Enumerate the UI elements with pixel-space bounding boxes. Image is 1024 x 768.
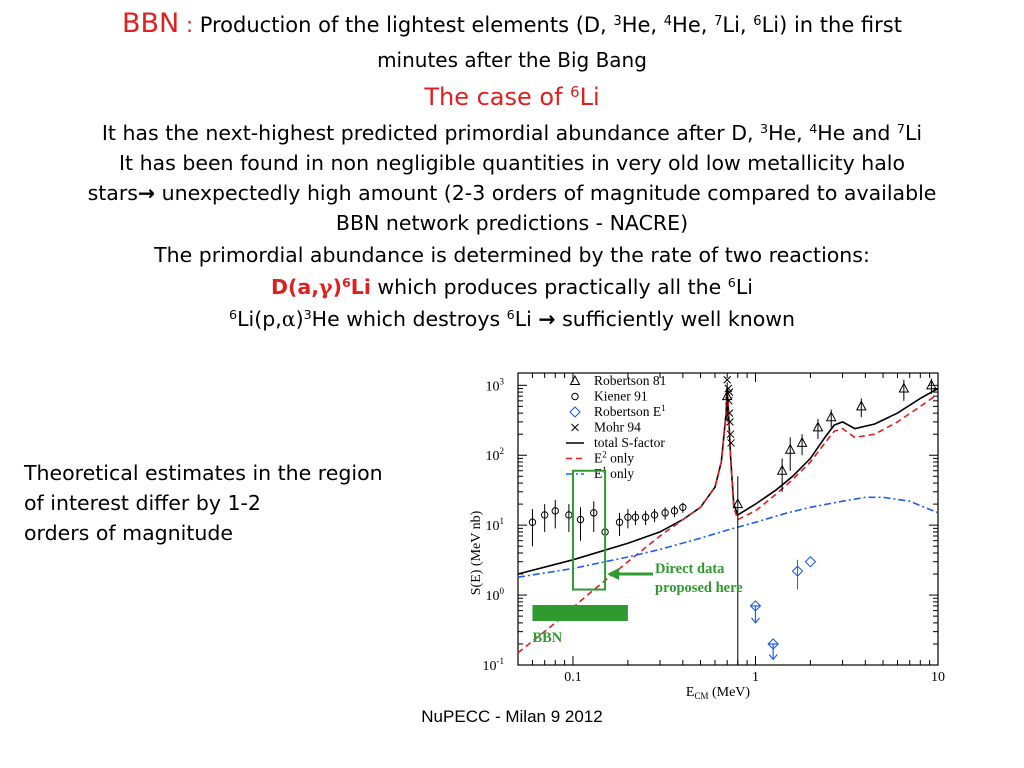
data-point bbox=[576, 515, 585, 524]
x-tick-label: 1 bbox=[752, 670, 759, 685]
footer: NuPECC - Milan 9 2012 bbox=[421, 707, 603, 726]
data-point bbox=[784, 443, 796, 454]
data-point bbox=[796, 436, 808, 447]
y-tick-label: 10-1 bbox=[483, 656, 505, 674]
side-note: Theoretical estimates in the region of i… bbox=[24, 458, 454, 548]
data-point bbox=[723, 375, 732, 384]
data-point bbox=[540, 511, 549, 519]
title-text: Production of the lightest elements (D, … bbox=[199, 13, 902, 37]
green-arrow-head bbox=[607, 568, 620, 581]
data-point bbox=[732, 498, 744, 509]
data-point bbox=[650, 511, 659, 519]
data-point bbox=[624, 513, 632, 521]
upper-limit-arrow bbox=[768, 654, 778, 661]
direct-data-box bbox=[571, 469, 607, 591]
data-point bbox=[569, 374, 581, 385]
body-line-found: It has been found in non negligible quan… bbox=[118, 151, 906, 175]
upper-limit-arrow bbox=[751, 617, 760, 624]
bbn-label: BBN bbox=[532, 630, 562, 646]
legend-label: E1 only bbox=[594, 465, 634, 481]
data-point bbox=[898, 382, 910, 393]
data-point bbox=[725, 388, 734, 396]
bbn-heading: BBN bbox=[122, 8, 180, 39]
y-tick-label: 100 bbox=[486, 586, 505, 604]
body-line-nacre: BBN network predictions - NACRE) bbox=[335, 211, 689, 235]
data-point bbox=[804, 555, 817, 568]
bbn-colon: : bbox=[185, 13, 194, 37]
legend-label: Robertson 81 bbox=[594, 373, 666, 388]
data-point bbox=[825, 411, 837, 422]
y-tick-label: 101 bbox=[486, 516, 505, 534]
body-line-rate: The primordial abundance is determined b… bbox=[154, 243, 870, 267]
data-point bbox=[528, 518, 537, 526]
direct-data-label: Direct data bbox=[655, 561, 725, 577]
data-point bbox=[661, 509, 669, 517]
legend-label: Kiener 91 bbox=[594, 389, 648, 404]
data-point bbox=[726, 430, 735, 439]
data-point bbox=[590, 509, 598, 517]
body-line-abundance: It has the next-highest predicted primor… bbox=[101, 121, 923, 145]
data-point bbox=[571, 423, 579, 432]
side-note-line: orders of magnitude bbox=[24, 521, 234, 545]
data-point bbox=[615, 518, 624, 526]
subtitle: The case of 6Li bbox=[424, 82, 600, 111]
data-point bbox=[725, 396, 733, 405]
right-arrow-icon: → bbox=[137, 181, 156, 205]
data-point bbox=[812, 421, 824, 432]
x-tick-label: 0.1 bbox=[564, 670, 582, 685]
right-arrow-icon: → bbox=[538, 307, 556, 331]
x-axis-label: ECM (MeV) bbox=[686, 685, 751, 701]
body-line-reaction-1: D(a,γ)6Li which produces practically all… bbox=[271, 275, 753, 299]
y-tick-label: 102 bbox=[486, 446, 505, 464]
data-point bbox=[641, 513, 650, 521]
legend-label: Robertson E1 bbox=[594, 403, 666, 419]
data-point bbox=[670, 507, 679, 515]
x-tick-label: 10 bbox=[931, 670, 945, 685]
plot-frame bbox=[517, 372, 939, 666]
y-tick-label: 103 bbox=[486, 376, 505, 394]
series-line bbox=[517, 388, 939, 654]
legend-label: E2 only bbox=[594, 450, 634, 466]
y-axis-label: S(E) (MeV nb) bbox=[469, 510, 484, 595]
data-point bbox=[569, 406, 581, 418]
data-point bbox=[725, 409, 734, 417]
bbn-range-bar bbox=[532, 605, 628, 621]
reaction-d-a-gamma: D(a,γ)6Li bbox=[271, 275, 371, 299]
legend-label: Mohr 94 bbox=[594, 420, 641, 435]
data-point bbox=[767, 638, 779, 650]
data-point bbox=[679, 503, 687, 512]
data-point bbox=[727, 439, 735, 447]
legend-label: total S-factor bbox=[594, 435, 665, 450]
side-note-line: Theoretical estimates in the region bbox=[24, 461, 383, 485]
data-point bbox=[776, 464, 788, 475]
body-line-stars: stars→ unexpectedly high amount (2-3 ord… bbox=[87, 181, 937, 205]
s-factor-chart: 0.1 1 10 10-1 100 101 102 103 Robertson 81Kiene… bbox=[469, 372, 945, 701]
body-line-reaction-2: 6Li(p,α)3He which destroys 6Li → suffici… bbox=[228, 307, 795, 331]
side-note-line: of interest differ by 1-2 bbox=[24, 491, 261, 515]
data-point bbox=[551, 507, 559, 515]
series-line bbox=[517, 496, 939, 578]
title-line: BBN : Production of the lightest element… bbox=[0, 8, 1024, 39]
data-point bbox=[631, 513, 640, 521]
data-point bbox=[855, 400, 867, 411]
direct-data-label: proposed here bbox=[655, 580, 743, 596]
title-line-2: minutes after the Big Bang bbox=[377, 48, 647, 72]
data-point bbox=[571, 392, 579, 401]
data-point bbox=[726, 418, 734, 426]
data-point bbox=[749, 600, 762, 612]
data-point bbox=[926, 379, 937, 390]
data-point bbox=[791, 565, 804, 577]
